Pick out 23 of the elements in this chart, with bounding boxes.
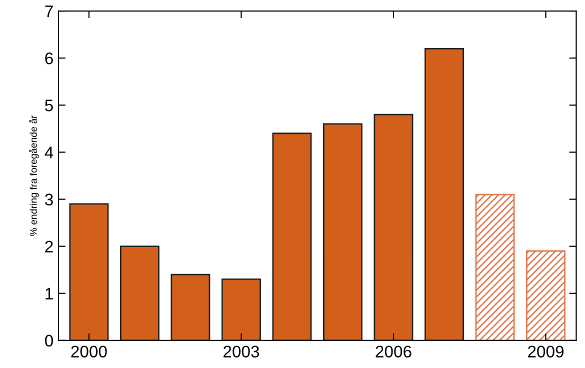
bar [475,194,515,340]
bar [323,123,362,340]
bar [69,203,109,340]
x-tick-label: 2003 [224,346,260,358]
y-tick-label: 2 [45,240,53,252]
y-tick-label: 0 [45,334,53,347]
bar [120,246,160,340]
y-tick-label: 6 [45,52,53,64]
x-tick-label: 2006 [376,346,412,358]
bar [424,48,464,340]
y-tick-label: 5 [45,100,53,112]
bar [374,114,414,340]
bar [526,250,566,340]
bar [221,278,261,340]
y-tick-label: 1 [46,288,53,300]
y-tick-label: 3 [45,194,53,206]
y-tick-label: 7 [45,6,53,18]
y-tick-label: 4 [44,146,54,158]
y-axis-title: % endring fra foregående år [28,115,39,236]
x-tick-label: 2000 [71,346,107,358]
bar [272,132,312,340]
bar [170,274,210,340]
x-tick-label: 2009 [528,346,564,358]
